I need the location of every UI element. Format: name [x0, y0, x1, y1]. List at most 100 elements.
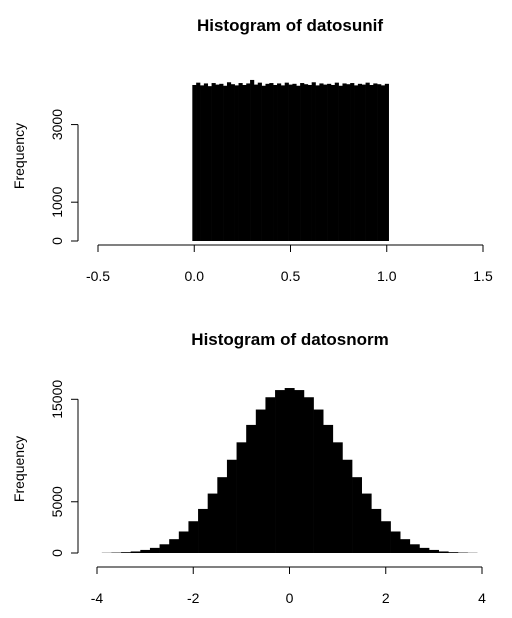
histogram-bar: [330, 84, 336, 241]
histogram-bar: [255, 409, 266, 553]
histogram-bar: [380, 521, 391, 553]
histogram-bar: [429, 549, 439, 553]
histogram-bar: [300, 83, 305, 242]
histogram-bar: [226, 82, 232, 242]
x-tick-label: 0.0: [185, 268, 205, 284]
y-axis: 0 1000 3000: [49, 109, 79, 245]
histogram-bar: [323, 84, 328, 241]
histogram-bar: [371, 508, 382, 553]
bars: [192, 79, 389, 242]
histogram-bar: [400, 539, 411, 553]
histogram-bar: [292, 83, 297, 241]
histogram-bar: [361, 493, 372, 553]
histogram-bar: [277, 83, 282, 241]
histogram-bar: [121, 552, 131, 553]
histogram-bar: [219, 83, 224, 241]
x-tick-label: -2: [187, 590, 200, 606]
histogram-bar: [246, 83, 251, 241]
histogram-bar: [409, 544, 420, 553]
histogram-panel-datosnorm: Histogram of datosnorm Frequency -4 -2 0 2 4…: [11, 330, 486, 606]
histogram-bar: [273, 84, 278, 241]
histogram-bar: [346, 84, 351, 241]
histogram-bar: [284, 82, 289, 242]
histogram-bar: [226, 459, 237, 553]
x-tick-label: 1.0: [377, 268, 397, 284]
x-tick-label: 0.5: [281, 268, 301, 284]
histogram-bar: [207, 493, 218, 553]
histogram-bar: [342, 83, 347, 241]
x-tick-label: 2: [382, 590, 390, 606]
histogram-bar: [149, 547, 160, 553]
histogram-bar: [246, 424, 257, 553]
x-axis: -4 -2 0 2 4: [91, 566, 486, 606]
histogram-bar: [323, 424, 334, 553]
y-tick-label: 0: [49, 237, 65, 245]
histogram-bar: [303, 84, 309, 241]
histogram-bar: [203, 83, 209, 241]
histogram-bar: [261, 85, 266, 241]
histogram-bar: [257, 82, 262, 242]
histogram-bar: [280, 85, 286, 241]
histogram-bar: [188, 521, 199, 553]
histogram-bar: [198, 508, 208, 553]
histogram-bar: [390, 531, 401, 553]
y-axis-label: Frequency: [11, 436, 27, 502]
histogram-bar: [438, 551, 449, 553]
histogram-bar: [357, 83, 363, 241]
histogram-bar: [236, 442, 247, 553]
histogram-bar: [200, 85, 205, 241]
histogram-bar: [338, 85, 343, 241]
histogram-bar: [211, 83, 216, 242]
x-tick-label: 1.5: [473, 268, 493, 284]
histogram-bar: [234, 85, 239, 241]
histogram-bar: [369, 84, 374, 241]
histogram-bar: [315, 85, 320, 241]
histogram-bar: [250, 79, 255, 241]
x-axis: -0.5 0.0 0.5 1.0 1.5: [86, 244, 493, 284]
chart-title: Histogram of datosunif: [197, 16, 383, 35]
histogram-bar: [196, 82, 201, 242]
histogram-bar: [265, 83, 270, 241]
bars: [101, 388, 478, 553]
histogram-bar: [238, 83, 243, 242]
histogram-panel-datosunif: Histogram of datosunif Frequency -0.5 0.0…: [11, 16, 493, 284]
y-tick-label: 3000: [49, 109, 65, 140]
histogram-bar: [332, 442, 343, 553]
histogram-bar: [296, 85, 301, 241]
y-axis-label: Frequency: [11, 123, 27, 189]
histogram-bar: [448, 552, 459, 553]
histogram-bar: [192, 84, 197, 241]
histogram-bar: [288, 84, 293, 241]
histogram-bar: [284, 388, 295, 553]
histogram-bar: [140, 549, 151, 553]
histogram-bar: [207, 86, 212, 242]
histogram-bar: [217, 477, 228, 553]
histogram-bar: [342, 459, 353, 553]
histogram-bar: [380, 85, 386, 241]
histogram-bar: [373, 83, 378, 241]
histogram-bar: [365, 82, 370, 242]
histogram-bar: [169, 539, 180, 553]
x-tick-label: -0.5: [86, 268, 110, 284]
histogram-bar: [159, 544, 170, 553]
histogram-bar: [178, 531, 189, 553]
histogram-bar: [350, 83, 355, 242]
histogram-bar: [294, 390, 305, 553]
histogram-bar: [307, 84, 312, 241]
y-tick-label: 0: [49, 549, 65, 557]
histogram-bar: [242, 84, 247, 241]
histogram-bar: [303, 397, 314, 553]
x-tick-label: 0: [286, 590, 294, 606]
histogram-bar: [311, 82, 316, 242]
y-tick-label: 1000: [49, 186, 65, 217]
histogram-bar: [334, 82, 339, 242]
histogram-bar: [275, 390, 285, 553]
y-tick-label: 5000: [49, 486, 65, 517]
histogram-bar: [352, 477, 362, 553]
histogram-bar: [419, 547, 430, 553]
histogram-bar: [313, 409, 324, 553]
histogram-bar: [215, 84, 220, 241]
y-axis: 0 5000 15000: [49, 380, 79, 557]
histogram-bar: [327, 83, 332, 241]
